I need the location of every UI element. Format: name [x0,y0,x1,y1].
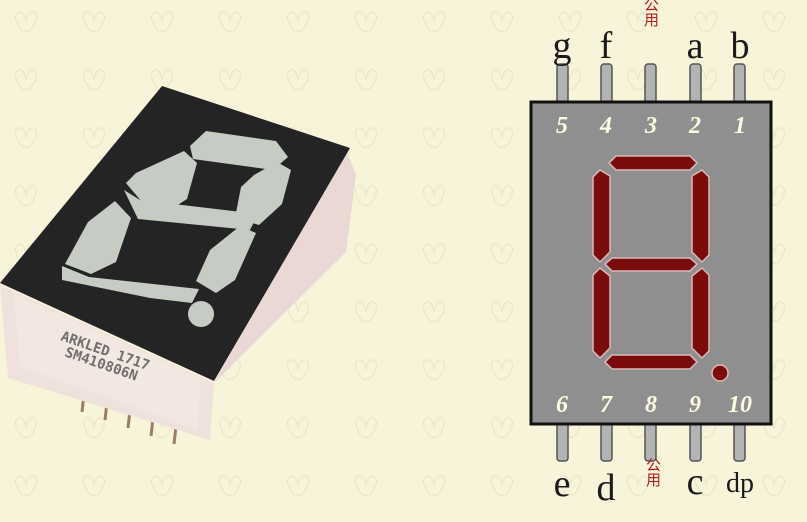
pin-number-7: 7 [600,392,613,418]
segment-a [607,155,699,171]
photo-side-face [214,150,356,383]
pin-number-2: 2 [688,113,701,139]
photo-segments [62,131,291,327]
display-segments [592,155,729,382]
segment-e [592,266,611,360]
pinout-diagram: g f 公用 a b 5 4 3 2 1 6 7 8 9 10 e d 公用 c… [529,0,773,509]
led-display-photo: ARKLED 1717 SM410806N [0,86,356,445]
segment-c [691,266,710,360]
pin-number-5: 5 [556,113,568,139]
segment-b [691,169,710,264]
pin-number-1: 1 [734,113,746,139]
segment-d [603,354,699,370]
bottom-pin-legs [556,420,746,462]
pin-label-f: f [600,25,613,67]
pin-label-c: c [687,461,704,503]
pin-label-dp: dp [726,468,754,499]
pin-label-common-top: 公用 [642,0,660,28]
pin-label-g: g [553,25,572,67]
pin-label-b: b [731,25,750,67]
pin-number-4: 4 [599,113,612,139]
pin-number-10: 10 [728,392,752,418]
segment-dp [711,364,729,382]
pin-number-3: 3 [644,113,657,139]
pin-label-a: a [687,25,704,67]
pin-number-6: 6 [556,392,568,418]
segment-g [603,257,699,272]
pin-number-9: 9 [689,392,701,418]
pin-label-common-bottom: 公用 [644,457,662,488]
segment-f [592,169,611,264]
pin-label-e: e [554,463,571,505]
pin-label-d: d [597,467,616,509]
pin-number-8: 8 [645,392,657,418]
